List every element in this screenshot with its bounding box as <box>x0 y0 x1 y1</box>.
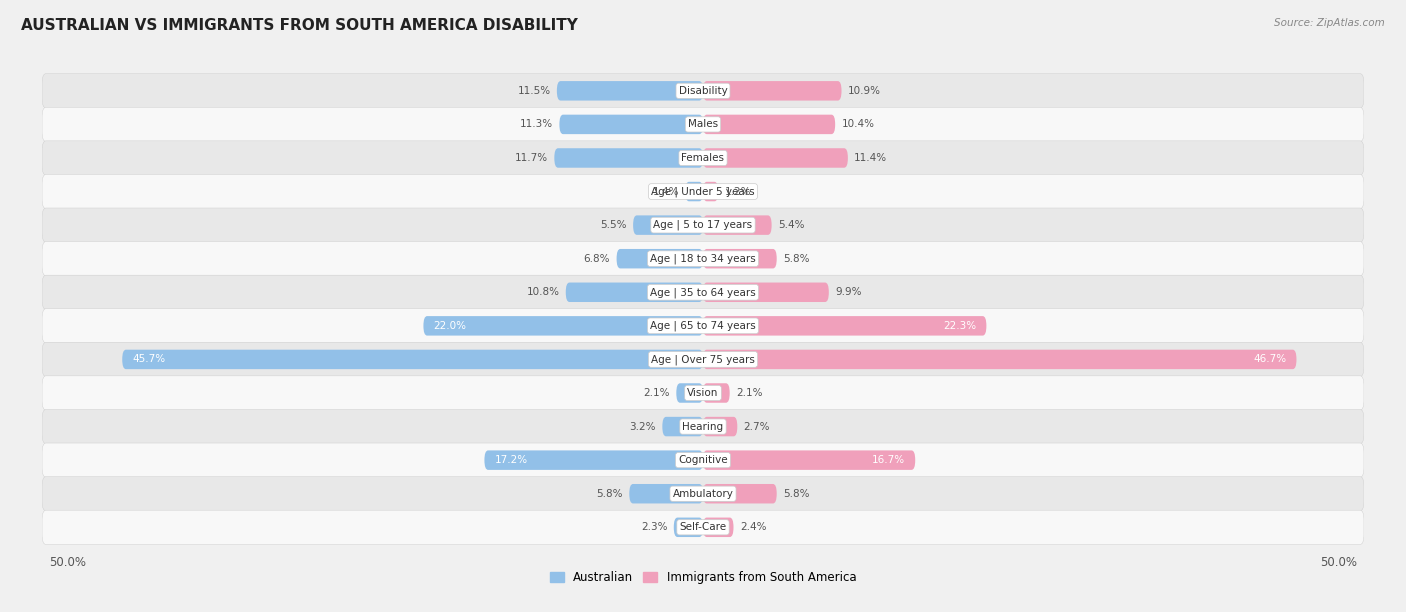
FancyBboxPatch shape <box>42 443 1364 477</box>
Text: 46.7%: 46.7% <box>1253 354 1286 364</box>
Text: Age | 5 to 17 years: Age | 5 to 17 years <box>654 220 752 230</box>
Text: 11.5%: 11.5% <box>517 86 551 96</box>
FancyBboxPatch shape <box>703 215 772 235</box>
Text: 11.3%: 11.3% <box>520 119 553 129</box>
FancyBboxPatch shape <box>565 283 703 302</box>
Text: Females: Females <box>682 153 724 163</box>
Text: 5.8%: 5.8% <box>596 489 623 499</box>
Text: Males: Males <box>688 119 718 129</box>
Legend: Australian, Immigrants from South America: Australian, Immigrants from South Americ… <box>546 566 860 588</box>
Text: 5.8%: 5.8% <box>783 254 810 264</box>
FancyBboxPatch shape <box>42 477 1364 511</box>
Text: 10.4%: 10.4% <box>842 119 875 129</box>
FancyBboxPatch shape <box>42 376 1364 410</box>
Text: 10.8%: 10.8% <box>526 287 560 297</box>
Text: Vision: Vision <box>688 388 718 398</box>
FancyBboxPatch shape <box>703 484 776 504</box>
Text: 16.7%: 16.7% <box>872 455 905 465</box>
Text: AUSTRALIAN VS IMMIGRANTS FROM SOUTH AMERICA DISABILITY: AUSTRALIAN VS IMMIGRANTS FROM SOUTH AMER… <box>21 18 578 34</box>
Text: 22.0%: 22.0% <box>433 321 467 331</box>
Text: 2.3%: 2.3% <box>641 522 668 532</box>
FancyBboxPatch shape <box>703 316 987 335</box>
Text: 1.2%: 1.2% <box>724 187 751 196</box>
FancyBboxPatch shape <box>633 215 703 235</box>
FancyBboxPatch shape <box>630 484 703 504</box>
FancyBboxPatch shape <box>703 417 737 436</box>
FancyBboxPatch shape <box>42 73 1364 108</box>
Text: Ambulatory: Ambulatory <box>672 489 734 499</box>
Text: Age | 35 to 64 years: Age | 35 to 64 years <box>650 287 756 297</box>
FancyBboxPatch shape <box>703 114 835 134</box>
Text: 2.1%: 2.1% <box>644 388 669 398</box>
Text: Disability: Disability <box>679 86 727 96</box>
FancyBboxPatch shape <box>703 349 1296 369</box>
Text: Age | Under 5 years: Age | Under 5 years <box>651 186 755 197</box>
Text: Hearing: Hearing <box>682 422 724 431</box>
Text: 2.1%: 2.1% <box>737 388 762 398</box>
FancyBboxPatch shape <box>685 182 703 201</box>
Text: 45.7%: 45.7% <box>132 354 166 364</box>
FancyBboxPatch shape <box>42 510 1364 545</box>
FancyBboxPatch shape <box>423 316 703 335</box>
FancyBboxPatch shape <box>703 81 842 100</box>
FancyBboxPatch shape <box>485 450 703 470</box>
FancyBboxPatch shape <box>703 249 776 269</box>
FancyBboxPatch shape <box>42 275 1364 310</box>
Text: 3.2%: 3.2% <box>630 422 657 431</box>
FancyBboxPatch shape <box>42 342 1364 376</box>
FancyBboxPatch shape <box>42 409 1364 444</box>
Text: Cognitive: Cognitive <box>678 455 728 465</box>
FancyBboxPatch shape <box>703 518 734 537</box>
Text: 2.7%: 2.7% <box>744 422 770 431</box>
FancyBboxPatch shape <box>703 450 915 470</box>
FancyBboxPatch shape <box>673 518 703 537</box>
FancyBboxPatch shape <box>42 308 1364 343</box>
FancyBboxPatch shape <box>42 174 1364 209</box>
FancyBboxPatch shape <box>703 383 730 403</box>
Text: 5.8%: 5.8% <box>783 489 810 499</box>
Text: 10.9%: 10.9% <box>848 86 882 96</box>
Text: 5.4%: 5.4% <box>778 220 804 230</box>
FancyBboxPatch shape <box>617 249 703 269</box>
FancyBboxPatch shape <box>703 283 828 302</box>
Text: 11.4%: 11.4% <box>855 153 887 163</box>
Text: 6.8%: 6.8% <box>583 254 610 264</box>
FancyBboxPatch shape <box>557 81 703 100</box>
FancyBboxPatch shape <box>560 114 703 134</box>
FancyBboxPatch shape <box>703 148 848 168</box>
FancyBboxPatch shape <box>122 349 703 369</box>
Text: Source: ZipAtlas.com: Source: ZipAtlas.com <box>1274 18 1385 28</box>
FancyBboxPatch shape <box>662 417 703 436</box>
Text: 9.9%: 9.9% <box>835 287 862 297</box>
FancyBboxPatch shape <box>703 182 718 201</box>
Text: 1.4%: 1.4% <box>652 187 679 196</box>
FancyBboxPatch shape <box>676 383 703 403</box>
FancyBboxPatch shape <box>42 141 1364 175</box>
Text: 2.4%: 2.4% <box>740 522 766 532</box>
Text: Age | 65 to 74 years: Age | 65 to 74 years <box>650 321 756 331</box>
FancyBboxPatch shape <box>42 242 1364 276</box>
FancyBboxPatch shape <box>42 208 1364 242</box>
Text: 11.7%: 11.7% <box>515 153 548 163</box>
Text: 17.2%: 17.2% <box>495 455 527 465</box>
FancyBboxPatch shape <box>554 148 703 168</box>
Text: Age | 18 to 34 years: Age | 18 to 34 years <box>650 253 756 264</box>
FancyBboxPatch shape <box>42 107 1364 141</box>
Text: 5.5%: 5.5% <box>600 220 627 230</box>
Text: Age | Over 75 years: Age | Over 75 years <box>651 354 755 365</box>
Text: Self-Care: Self-Care <box>679 522 727 532</box>
Text: 22.3%: 22.3% <box>943 321 976 331</box>
